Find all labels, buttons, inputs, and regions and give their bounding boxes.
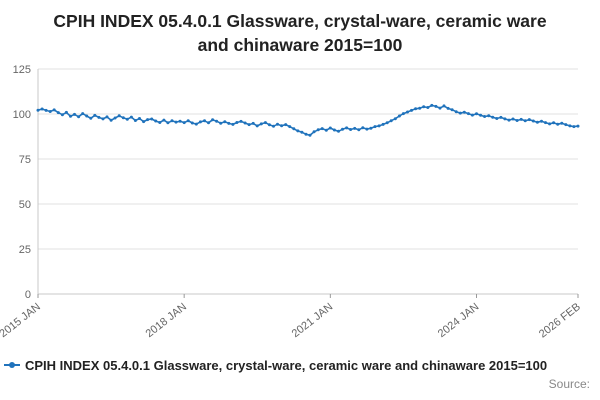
svg-text:75: 75	[19, 154, 31, 166]
source-label: Source:	[548, 377, 590, 392]
svg-text:2026 FEB: 2026 FEB	[537, 301, 583, 341]
svg-text:2021 JAN: 2021 JAN	[290, 301, 335, 340]
chart-title: CPIH INDEX 05.4.0.1 Glassware, crystal-w…	[53, 11, 547, 55]
legend: CPIH INDEX 05.4.0.1 Glassware, crystal-w…	[0, 355, 600, 375]
svg-text:2015 JAN: 2015 JAN	[0, 301, 43, 340]
line-chart-canvas: 0 25 50 75 100 125 2015 JAN 2018 JAN 2021 JAN 202…	[0, 64, 583, 341]
svg-text:0: 0	[25, 289, 31, 301]
svg-text:50: 50	[19, 199, 31, 211]
svg-text:100: 100	[13, 109, 31, 121]
svg-text:2024 JAN: 2024 JAN	[436, 301, 481, 340]
svg-text:125: 125	[13, 64, 31, 76]
svg-text:2018 JAN: 2018 JAN	[144, 301, 189, 340]
legend-line-marker-icon	[4, 358, 20, 372]
legend-label: CPIH INDEX 05.4.0.1 Glassware, crystal-w…	[25, 357, 548, 373]
svg-text:25: 25	[19, 244, 31, 256]
